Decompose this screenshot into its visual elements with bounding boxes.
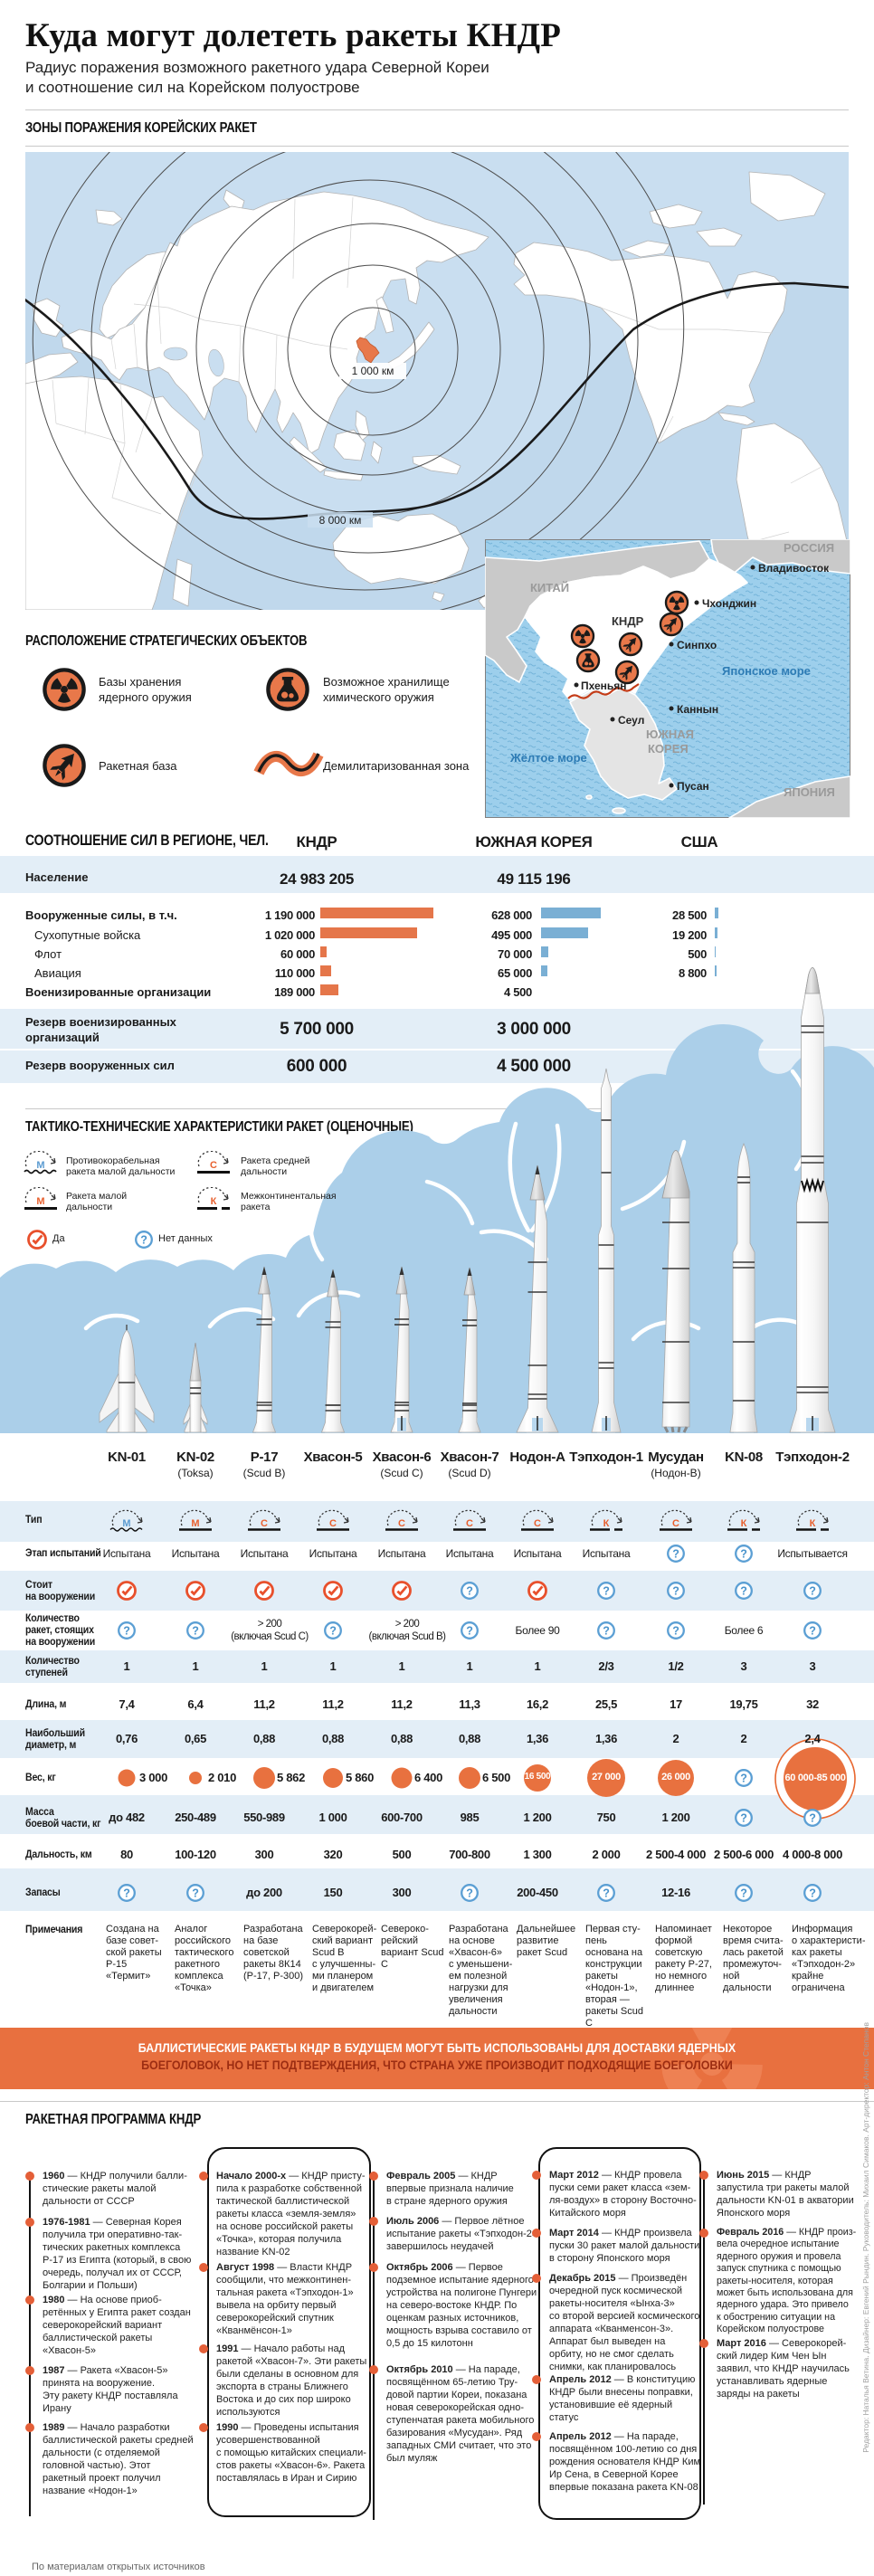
svg-text:С: С [398, 1518, 405, 1529]
svg-text:К: К [741, 1518, 747, 1529]
svg-text:М: М [191, 1518, 199, 1529]
svg-text:С: С [534, 1518, 541, 1529]
svg-text:Чхонджин: Чхонджин [702, 597, 756, 610]
svg-text:М: М [36, 1160, 44, 1171]
svg-text:С: С [210, 1160, 217, 1171]
svg-text:Владивосток: Владивосток [758, 562, 830, 575]
svg-text:М: М [122, 1518, 130, 1529]
svg-text:Пусан: Пусан [677, 780, 709, 793]
svg-text:С: С [672, 1518, 679, 1529]
svg-text:ЮЖНАЯ: ЮЖНАЯ [646, 727, 694, 741]
svg-text:1 000 км: 1 000 км [352, 365, 394, 377]
svg-text:КНДР: КНДР [612, 614, 644, 628]
svg-text:С: С [329, 1518, 337, 1529]
svg-text:Сеул: Сеул [618, 714, 644, 727]
svg-text:РОССИЯ: РОССИЯ [784, 541, 834, 555]
svg-text:8 000 км: 8 000 км [319, 514, 362, 527]
svg-text:КИТАЙ: КИТАЙ [530, 581, 569, 594]
svg-text:Синпхо: Синпхо [677, 639, 717, 651]
svg-text:Жёлтое море: Жёлтое море [509, 751, 587, 765]
svg-text:М: М [36, 1196, 44, 1207]
svg-text:Японское море: Японское море [722, 664, 811, 678]
svg-text:К: К [603, 1518, 610, 1529]
svg-text:Каннын: Каннын [677, 703, 718, 716]
svg-text:С: С [466, 1518, 473, 1529]
svg-text:КОРЕЯ: КОРЕЯ [648, 742, 689, 756]
svg-text:К: К [810, 1518, 816, 1529]
svg-text:Пхеньян: Пхеньян [581, 680, 627, 692]
svg-text:С: С [261, 1518, 268, 1529]
svg-text:ЯПОНИЯ: ЯПОНИЯ [784, 785, 835, 799]
svg-text:К: К [211, 1196, 217, 1207]
